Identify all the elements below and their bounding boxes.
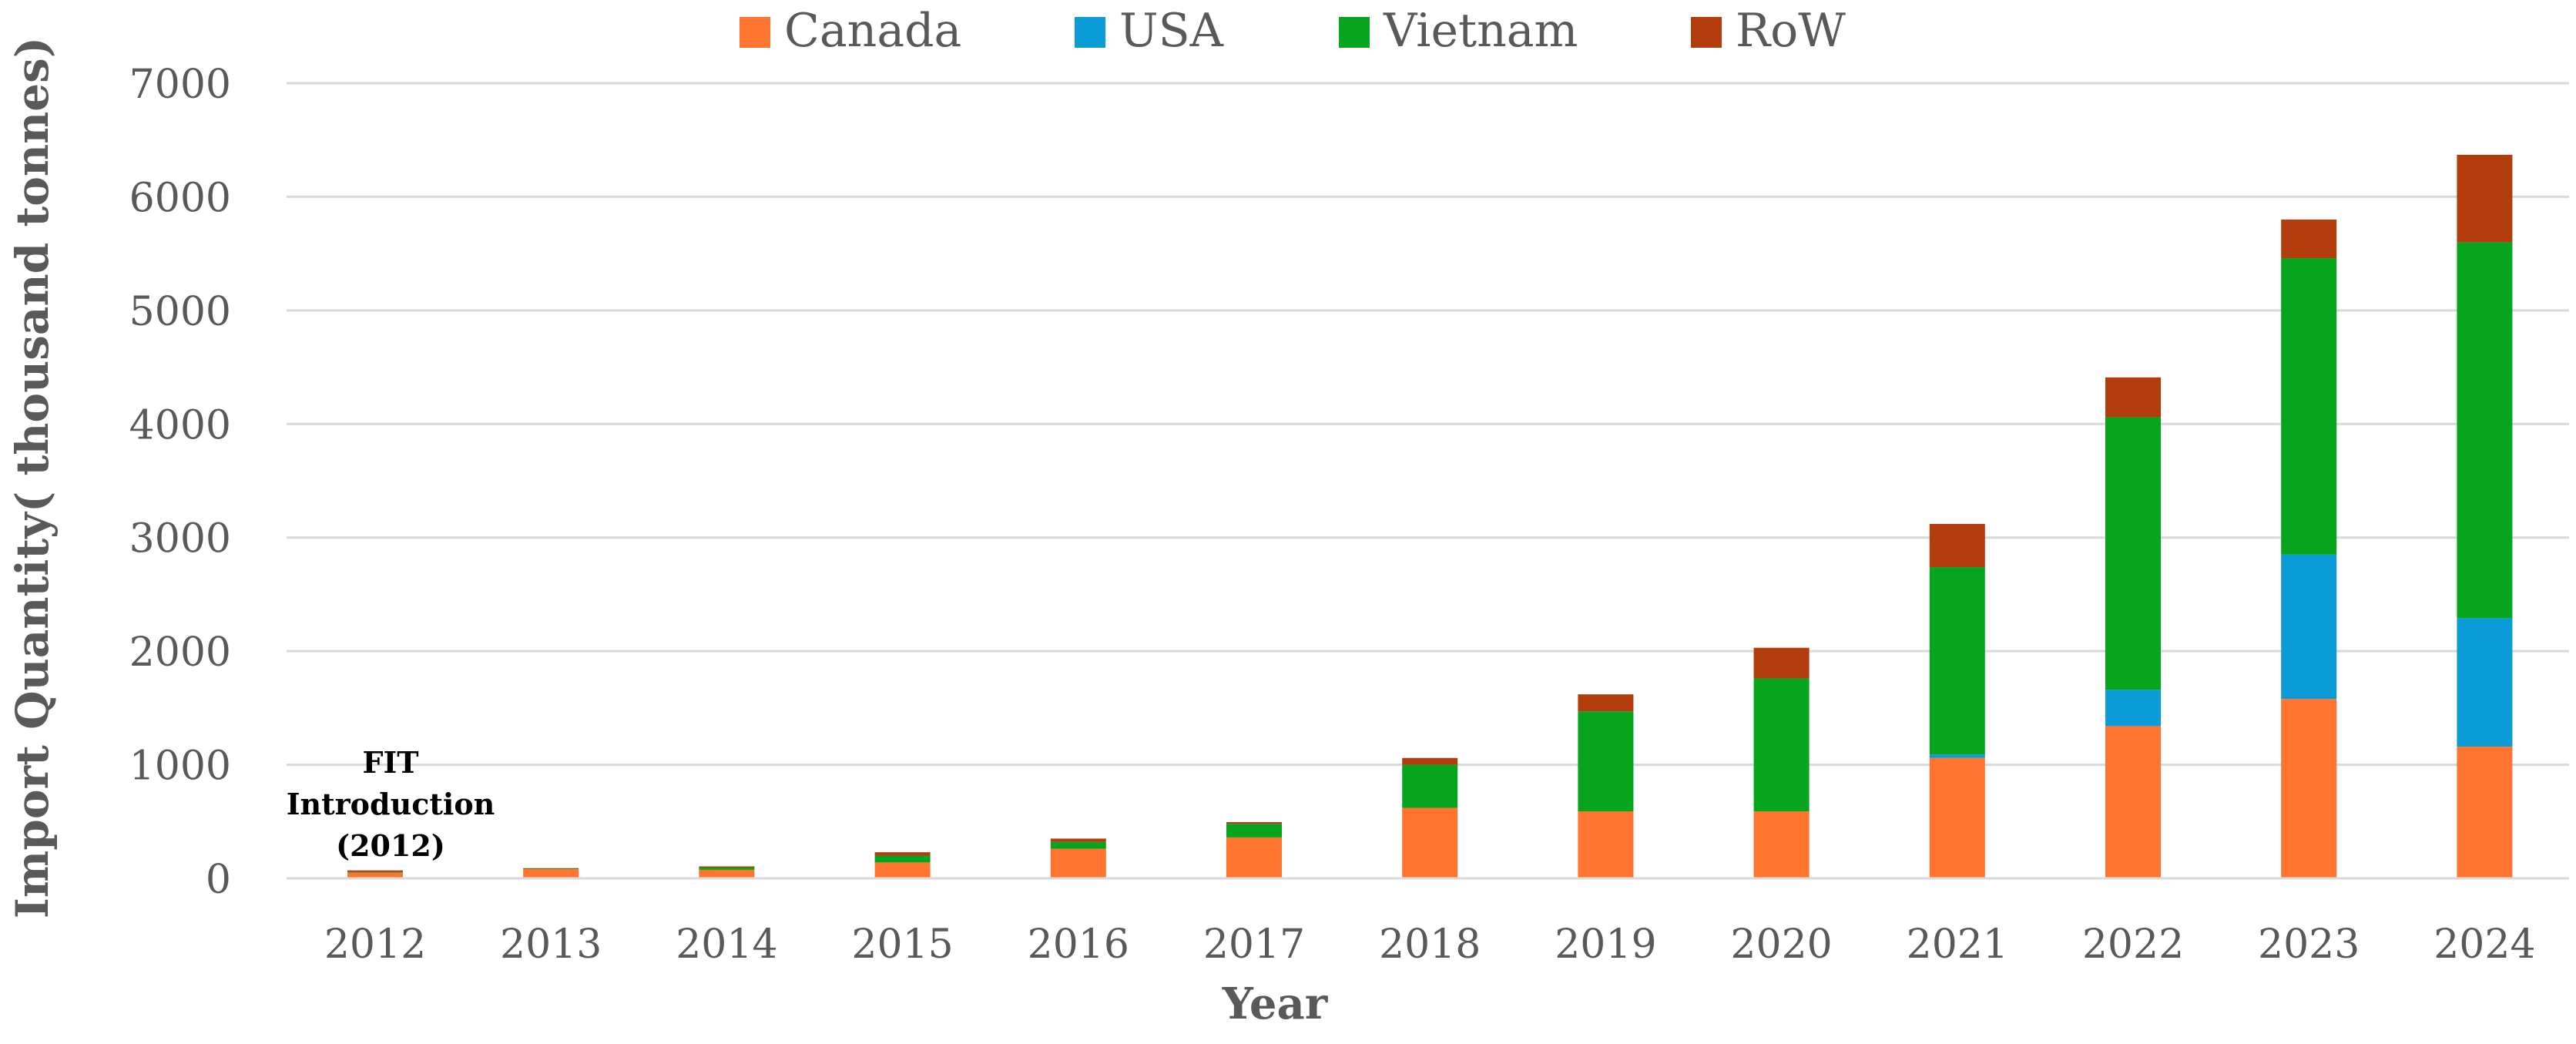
x-tick-label: 2024	[2433, 921, 2535, 968]
bar-canada-2012	[347, 872, 403, 878]
bar-canada-2016	[1050, 848, 1106, 878]
bar-row-2013	[523, 868, 579, 869]
bar-row-2015	[874, 852, 931, 856]
bar-canada-2020	[1753, 811, 1810, 878]
bar-vietnam-2019	[1578, 711, 1634, 812]
legend-label-row: RoW	[1736, 4, 1846, 58]
bar-row-2012	[347, 870, 403, 872]
bar-canada-2023	[2281, 699, 2337, 878]
bar-row-2024	[2457, 154, 2513, 243]
bar-vietnam-2022	[2105, 417, 2161, 690]
legend-swatch-usa	[1075, 17, 1105, 48]
y-tick-label: 4000	[129, 402, 231, 448]
bar-canada-2015	[874, 862, 931, 878]
bar-vietnam-2013	[523, 868, 579, 870]
bar-row-2022	[2105, 377, 2161, 418]
bar-canada-2024	[2457, 746, 2513, 878]
bar-row-2021	[1929, 524, 1985, 568]
y-tick-label: 7000	[129, 62, 231, 108]
bars	[347, 154, 2513, 878]
bar-row-2019	[1578, 694, 1634, 712]
bar-row-2017	[1226, 822, 1282, 824]
legend-swatch-vietnam	[1339, 17, 1370, 48]
x-tick-label: 2019	[1555, 921, 1656, 968]
x-tick-label: 2018	[1379, 921, 1481, 968]
x-tick-label: 2014	[676, 921, 777, 968]
legend: Canada USA Vietnam RoW	[740, 4, 1846, 58]
bar-canada-2022	[2105, 726, 2161, 878]
bar-vietnam-2024	[2457, 242, 2513, 619]
x-tick-label: 2015	[851, 921, 953, 968]
bar-canada-2021	[1929, 757, 1985, 878]
y-axis-title: Import Quantity( thousand tonnes)	[6, 37, 59, 918]
y-tick-label: 1000	[129, 744, 231, 790]
bar-usa-2023	[2281, 554, 2337, 700]
bar-vietnam-2023	[2281, 258, 2337, 555]
bar-vietnam-2020	[1753, 678, 1810, 812]
bar-canada-2013	[523, 869, 579, 878]
bar-canada-2014	[699, 869, 755, 878]
bar-usa-2022	[2105, 690, 2161, 727]
bar-row-2018	[1402, 757, 1458, 765]
axes: 0 1000 2000 3000 4000 5000 6000 7000 2012 2013 201…	[129, 62, 2569, 968]
bar-row-2014	[699, 866, 755, 868]
bar-canada-2019	[1578, 811, 1634, 878]
bar-usa-2021	[1929, 754, 1985, 758]
y-tick-label: 5000	[129, 289, 231, 335]
annotation-line: FIT	[362, 745, 418, 780]
bar-vietnam-2018	[1402, 764, 1458, 808]
legend-label-vietnam: Vietnam	[1383, 4, 1578, 58]
annotation-line: (2012)	[336, 828, 445, 863]
bar-vietnam-2015	[874, 855, 931, 863]
x-tick-label: 2023	[2258, 921, 2360, 968]
legend-swatch-row	[1691, 17, 1722, 48]
legend-swatch-canada	[740, 17, 770, 48]
bar-canada-2017	[1226, 837, 1282, 878]
y-tick-label: 0	[206, 857, 231, 903]
y-tick-label: 2000	[129, 629, 231, 676]
bar-vietnam-2017	[1226, 824, 1282, 838]
x-tick-label: 2012	[324, 921, 426, 968]
bar-vietnam-2021	[1929, 567, 1985, 755]
x-tick-label: 2021	[1907, 921, 2008, 968]
bar-canada-2018	[1402, 807, 1458, 878]
y-tick-label: 3000	[129, 516, 231, 562]
bar-vietnam-2012	[347, 871, 403, 873]
x-tick-label: 2020	[1730, 921, 1832, 968]
x-axis-title: Year	[1222, 979, 1329, 1029]
x-tick-label: 2017	[1203, 921, 1305, 968]
bar-usa-2024	[2457, 618, 2513, 747]
bar-vietnam-2014	[699, 867, 755, 870]
bar-row-2023	[2281, 219, 2337, 259]
gridlines	[287, 82, 2569, 767]
x-tick-label: 2016	[1028, 921, 1129, 968]
bar-row-2016	[1050, 838, 1106, 842]
annotation-line: Introduction	[287, 787, 495, 821]
bar-row-2020	[1753, 647, 1810, 679]
legend-label-usa: USA	[1119, 4, 1224, 58]
bar-vietnam-2016	[1050, 841, 1106, 849]
legend-label-canada: Canada	[784, 4, 961, 58]
y-tick-label: 6000	[129, 175, 231, 221]
x-tick-label: 2013	[500, 921, 602, 968]
annotations: FIT Introduction (2012)	[287, 745, 495, 863]
x-tick-label: 2022	[2082, 921, 2184, 968]
